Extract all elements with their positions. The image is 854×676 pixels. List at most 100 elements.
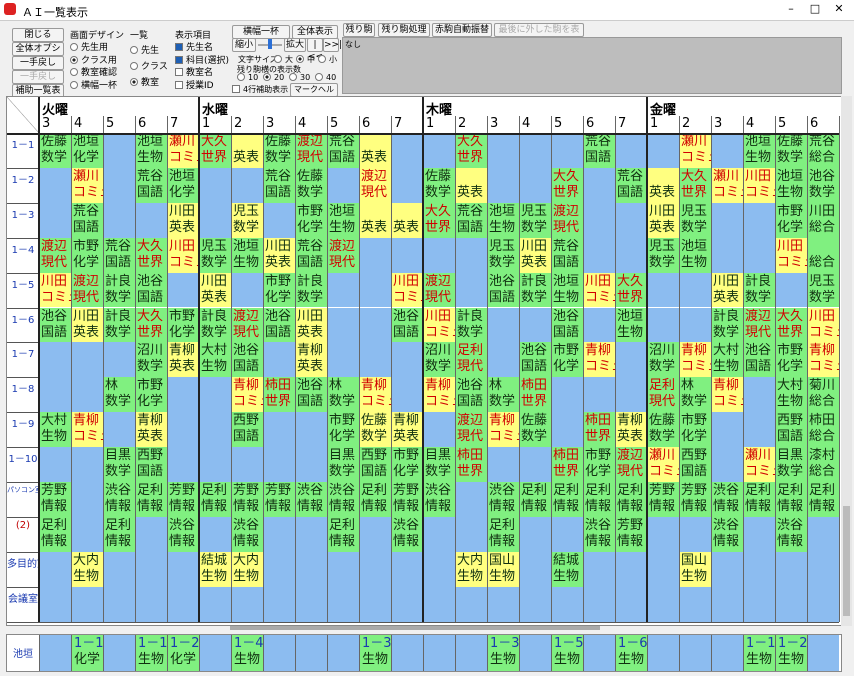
slot[interactable]: 渡辺 現代 [455,412,487,448]
slot[interactable] [167,447,199,482]
slot[interactable] [391,237,423,273]
slot[interactable]: 大村 生物 [775,377,807,413]
slot[interactable]: 1－2 化学 [167,635,199,671]
slot[interactable]: 計良 数学 [519,272,551,308]
slot[interactable] [711,635,743,671]
slot[interactable] [551,586,583,622]
slot[interactable] [519,635,551,671]
slot[interactable]: 荒谷 国語 [135,167,167,203]
slot[interactable] [135,202,167,238]
slot[interactable]: 青柳コミュ [231,377,263,413]
slot[interactable] [743,412,775,448]
slot[interactable] [711,412,743,448]
slot[interactable]: 児玉 数学 [199,237,231,273]
slot[interactable] [455,272,487,308]
slot[interactable]: 川田コミュ [583,272,615,308]
slot[interactable]: 川田コミュ [423,307,455,343]
slot[interactable] [359,551,391,587]
slot[interactable] [807,551,839,587]
slot[interactable]: 児玉 数学 [679,202,711,238]
slot[interactable] [647,635,679,671]
slot[interactable] [71,447,103,482]
slot[interactable]: 渋谷 情報 [487,482,519,517]
slot[interactable] [39,586,71,622]
slot[interactable] [615,551,647,587]
slot[interactable]: 池谷 国語 [135,272,167,308]
slot[interactable]: 池垣 化学 [167,167,199,203]
scroll-thumb[interactable] [843,506,850,616]
slot[interactable] [391,133,423,168]
button[interactable]: 拡大 [284,38,306,52]
slot[interactable]: 柿田 世界 [583,412,615,448]
close[interactable]: ✕ [834,2,844,15]
button[interactable]: 一手戻し [12,56,64,70]
slot[interactable]: 国山 生物 [487,551,519,587]
slot[interactable]: 目黒 数学 [103,447,135,482]
slot[interactable]: 足利 情報 [199,482,231,517]
slot[interactable]: 市野 化学 [775,342,807,378]
slot[interactable]: 池谷 国語 [743,342,775,378]
slot[interactable]: 川田 英表 [263,237,295,273]
slot[interactable] [807,635,839,671]
slot[interactable]: 川田 英表 [295,307,327,343]
slot[interactable]: 沼川 数学 [135,342,167,378]
slot[interactable]: 川田 英表 [167,202,199,238]
slot[interactable]: 市野 化学 [551,342,583,378]
slot[interactable] [327,307,359,343]
minimize[interactable]: – [788,2,794,15]
slot[interactable]: 青柳 英表 [391,412,423,448]
slot[interactable] [263,516,295,552]
slot[interactable]: 市野 化学 [327,412,359,448]
slot[interactable]: 漆村 総合 [807,447,839,482]
slot[interactable]: 瀬川コミュ [711,167,743,203]
slot[interactable]: 荒谷 国語 [455,202,487,238]
button[interactable]: 残り駒 [343,23,375,37]
slot[interactable] [743,551,775,587]
button[interactable]: 閉じる [12,28,64,42]
slot[interactable]: 足利 情報 [327,516,359,552]
slot[interactable]: 市野 化学 [167,307,199,343]
slot[interactable] [327,342,359,378]
slot[interactable]: 足利 情報 [39,516,71,552]
slot[interactable]: 荒谷 国語 [551,237,583,273]
slot[interactable]: 瀬川コミュ [71,167,103,203]
slot[interactable]: 青柳コミュ [359,377,391,413]
slot[interactable]: 沼川 数学 [647,342,679,378]
slot[interactable]: 大久 世界 [423,202,455,238]
slot[interactable] [583,307,615,343]
maximize[interactable]: □ [809,2,821,15]
slot[interactable] [391,167,423,203]
slot[interactable]: 大久 世界 [135,237,167,273]
slider-thumb[interactable] [268,39,272,49]
slot[interactable]: 芳野 情報 [615,516,647,552]
slot[interactable]: 市野 化学 [71,237,103,273]
slot[interactable]: 柿田 世界 [263,377,295,413]
slot[interactable] [711,202,743,238]
slot[interactable]: 市野 化学 [391,447,423,482]
slot[interactable]: 英表 [359,202,391,238]
slot[interactable] [423,412,455,448]
slot[interactable] [103,635,135,671]
slot[interactable]: 瀬川コミュ [743,447,775,482]
button[interactable]: 残り駒処理 [378,23,430,37]
slot[interactable] [583,237,615,273]
slot[interactable] [39,202,71,238]
slot[interactable] [391,586,423,622]
slot[interactable] [39,377,71,413]
slot[interactable]: 足利 情報 [775,482,807,517]
slot[interactable] [487,342,519,378]
checkbox[interactable]: 科目(選択) [175,53,229,66]
slot[interactable] [359,516,391,552]
button[interactable]: マークヘルプ [290,83,338,106]
slot[interactable]: 足利 情報 [103,516,135,552]
slot[interactable]: 西野 国語 [775,412,807,448]
slot[interactable]: 英表 [359,133,391,168]
slot[interactable] [263,412,295,448]
slot[interactable]: 池谷 国語 [487,272,519,308]
slot[interactable]: 池垣 生物 [775,167,807,203]
slot[interactable]: 国山 生物 [679,551,711,587]
slot[interactable]: 池谷 国語 [39,307,71,343]
radio[interactable]: 横幅一杯 [70,78,117,91]
slot[interactable]: 芳野 情報 [39,482,71,517]
slot[interactable]: 池垣 生物 [679,237,711,273]
